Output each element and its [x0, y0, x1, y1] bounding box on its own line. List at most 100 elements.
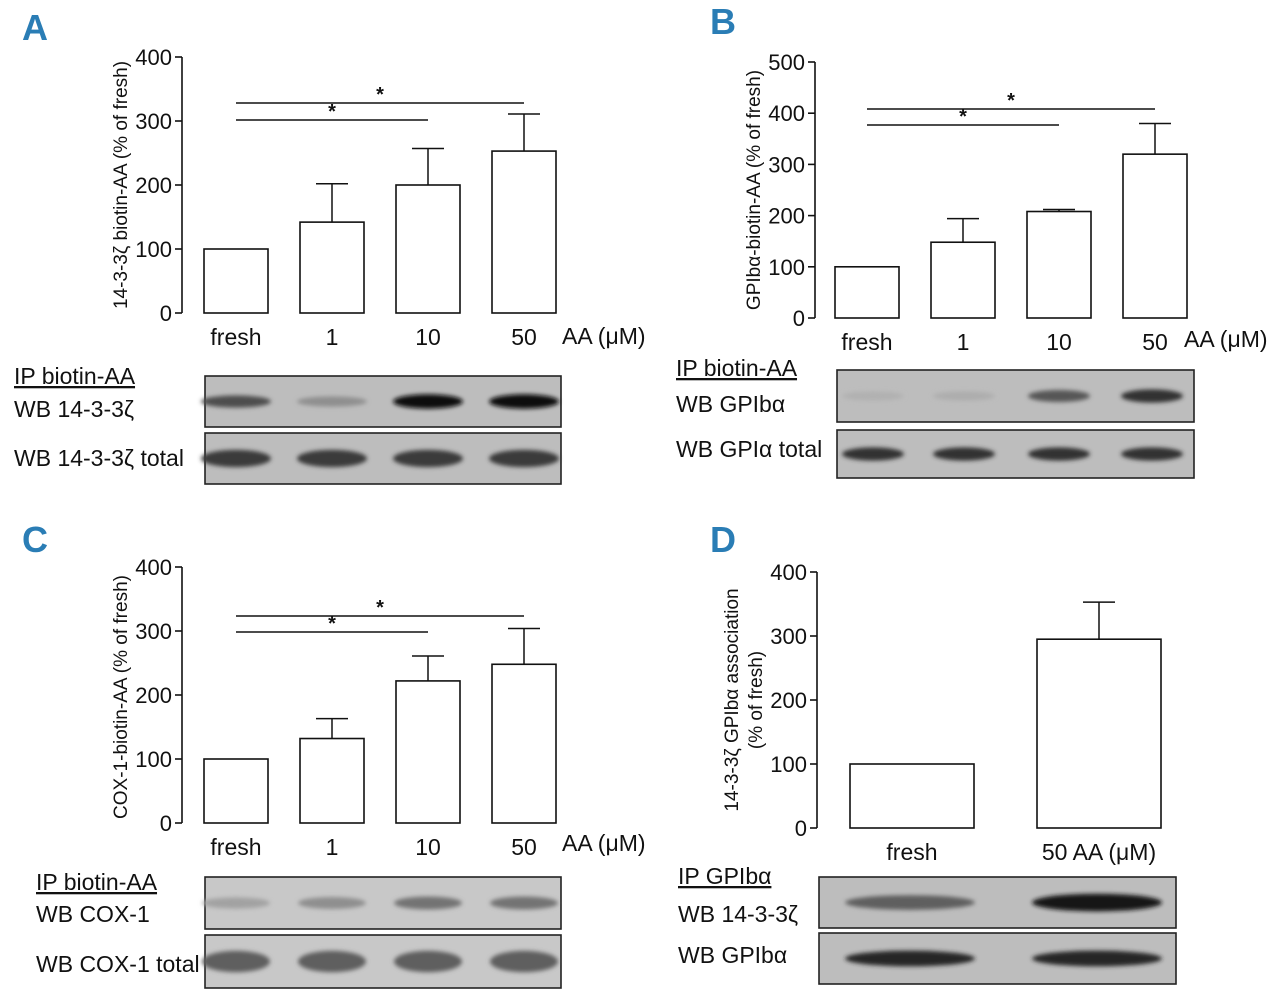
significance-star: * — [328, 613, 336, 635]
significance-star: * — [376, 84, 384, 106]
y-tick-label: 200 — [135, 173, 172, 198]
y-tick-label: 100 — [768, 255, 805, 280]
bar — [1026, 210, 1092, 319]
ip-label: IP biotin-AA — [14, 363, 136, 389]
blot-band — [297, 449, 367, 468]
significance-star: * — [376, 597, 384, 619]
panel-c: C 0 100 200 300 400 fresh 1 10 50 * * COX-1-biotin… — [22, 519, 646, 989]
y-tick-label: 400 — [135, 45, 172, 70]
bar — [203, 248, 269, 314]
y-tick-label: 100 — [135, 747, 172, 772]
y-tick-label: 200 — [135, 683, 172, 708]
x-tick-label: fresh — [210, 324, 261, 350]
wb-row-label: WB GPIα total — [676, 436, 822, 462]
x-tick-label: 10 — [415, 834, 441, 860]
panel-letter-d: D — [710, 519, 736, 560]
blot-band — [845, 950, 975, 967]
y-tick-label: 100 — [135, 237, 172, 262]
significance-star: * — [328, 101, 336, 123]
blot-band — [298, 897, 366, 909]
blot-band — [394, 896, 462, 910]
x-tick-label: 10 — [1046, 329, 1072, 355]
y-tick-label: 400 — [770, 560, 807, 585]
blot-band — [202, 950, 270, 973]
bar — [491, 150, 557, 314]
blot-band — [842, 447, 904, 461]
blot-band — [489, 394, 559, 409]
bar — [203, 758, 269, 824]
x-unit-label: AA (μM) — [562, 323, 646, 349]
bar — [1036, 638, 1162, 829]
x-tick-label: fresh — [210, 834, 261, 860]
y-axis-label: 14-3-3ζ biotin-AA (% of fresh) — [111, 61, 132, 309]
x-tick-label: 50 — [511, 834, 537, 860]
wb-row-label: WB COX-1 total — [36, 951, 200, 977]
blot-band — [933, 447, 995, 461]
y-axis-label: COX-1-biotin-AA (% of fresh) — [111, 575, 132, 819]
y-axis-label-line-2: (% of fresh) — [746, 651, 767, 749]
y-axis-label: 14-3-3ζ GPIbα association — [722, 588, 743, 811]
y-tick-label: 300 — [135, 619, 172, 644]
bar — [299, 737, 365, 824]
x-tick-label: 1 — [957, 329, 970, 355]
ip-label: IP biotin-AA — [676, 355, 798, 381]
x-unit-label: AA (μM) — [1184, 326, 1268, 352]
bar — [395, 184, 461, 314]
blot-band — [1028, 390, 1090, 402]
panel-d: D 0 100 200 300 400 fresh 50 AA (μM) 14-3-3ζ G… — [678, 519, 1177, 985]
y-tick-label: 300 — [768, 152, 805, 177]
bar — [299, 221, 365, 314]
x-tick-label: 1 — [326, 834, 339, 860]
chart-a: 0 100 200 300 400 fresh 1 10 50 * * 14-3-3ζ biotin… — [111, 45, 646, 350]
y-tick-label: 300 — [770, 624, 807, 649]
y-tick-label: 200 — [768, 204, 805, 229]
x-tick-label: fresh — [886, 839, 937, 865]
significance-star: * — [959, 106, 967, 128]
x-tick-label: 1 — [326, 324, 339, 350]
blot-band — [1121, 447, 1183, 461]
blot-band — [1032, 950, 1162, 967]
blot-band — [1121, 389, 1183, 403]
blot-band — [298, 950, 366, 973]
panel-letter-b: B — [710, 1, 736, 42]
y-tick-label: 300 — [135, 109, 172, 134]
bar — [834, 265, 900, 319]
x-tick-label: 10 — [415, 324, 441, 350]
ip-label: IP GPIbα — [678, 863, 771, 889]
wb-row-label: WB GPIbα — [678, 942, 787, 968]
chart-d: 0 100 200 300 400 fresh 50 AA (μM) 14-3-3ζ GPI… — [722, 560, 1162, 865]
blot-band — [842, 391, 904, 401]
blot-band — [201, 395, 271, 408]
bar — [849, 763, 975, 829]
panel-a: A 0 100 200 300 400 fresh 1 10 50 * * 14-3-3ζ biot… — [14, 7, 646, 485]
x-tick-label: 50 AA (μM) — [1042, 839, 1156, 865]
bar — [491, 663, 557, 824]
blot-band — [297, 396, 367, 407]
blot-band — [845, 895, 975, 910]
chart-c: 0 100 200 300 400 fresh 1 10 50 * * COX-1-biotin-A… — [111, 555, 646, 860]
wb-row-label: WB COX-1 — [36, 901, 150, 927]
y-tick-label: 400 — [135, 555, 172, 580]
chart-b: 0 100 200 300 400 500 fresh 1 10 50 * * GPIbα-bioti… — [744, 50, 1268, 355]
blot-band — [1032, 893, 1162, 912]
y-tick-label: 0 — [160, 301, 172, 326]
x-unit-label: AA (μM) — [562, 830, 646, 856]
y-tick-label: 500 — [768, 50, 805, 75]
blot-band — [393, 449, 463, 468]
blot-d: IP GPIbα WB 14-3-3ζ WB GPIbα — [678, 863, 1177, 985]
y-tick-label: 0 — [795, 816, 807, 841]
y-axis-label: GPIbα-biotin-AA (% of fresh) — [744, 70, 765, 310]
blot-band — [393, 394, 463, 409]
wb-row-label: WB GPIbα — [676, 391, 785, 417]
blot-c: IP biotin-AA WB COX-1 WB COX-1 total — [36, 869, 562, 989]
x-tick-label: fresh — [841, 329, 892, 355]
blot-band — [489, 449, 559, 468]
significance-star: * — [1007, 90, 1015, 112]
blot-band — [1028, 447, 1090, 461]
blot-band — [202, 897, 270, 909]
blot-band — [201, 449, 271, 468]
wb-row-label: WB 14-3-3ζ — [14, 396, 134, 422]
bar — [930, 241, 996, 319]
wb-row-label: WB 14-3-3ζ — [678, 901, 798, 927]
